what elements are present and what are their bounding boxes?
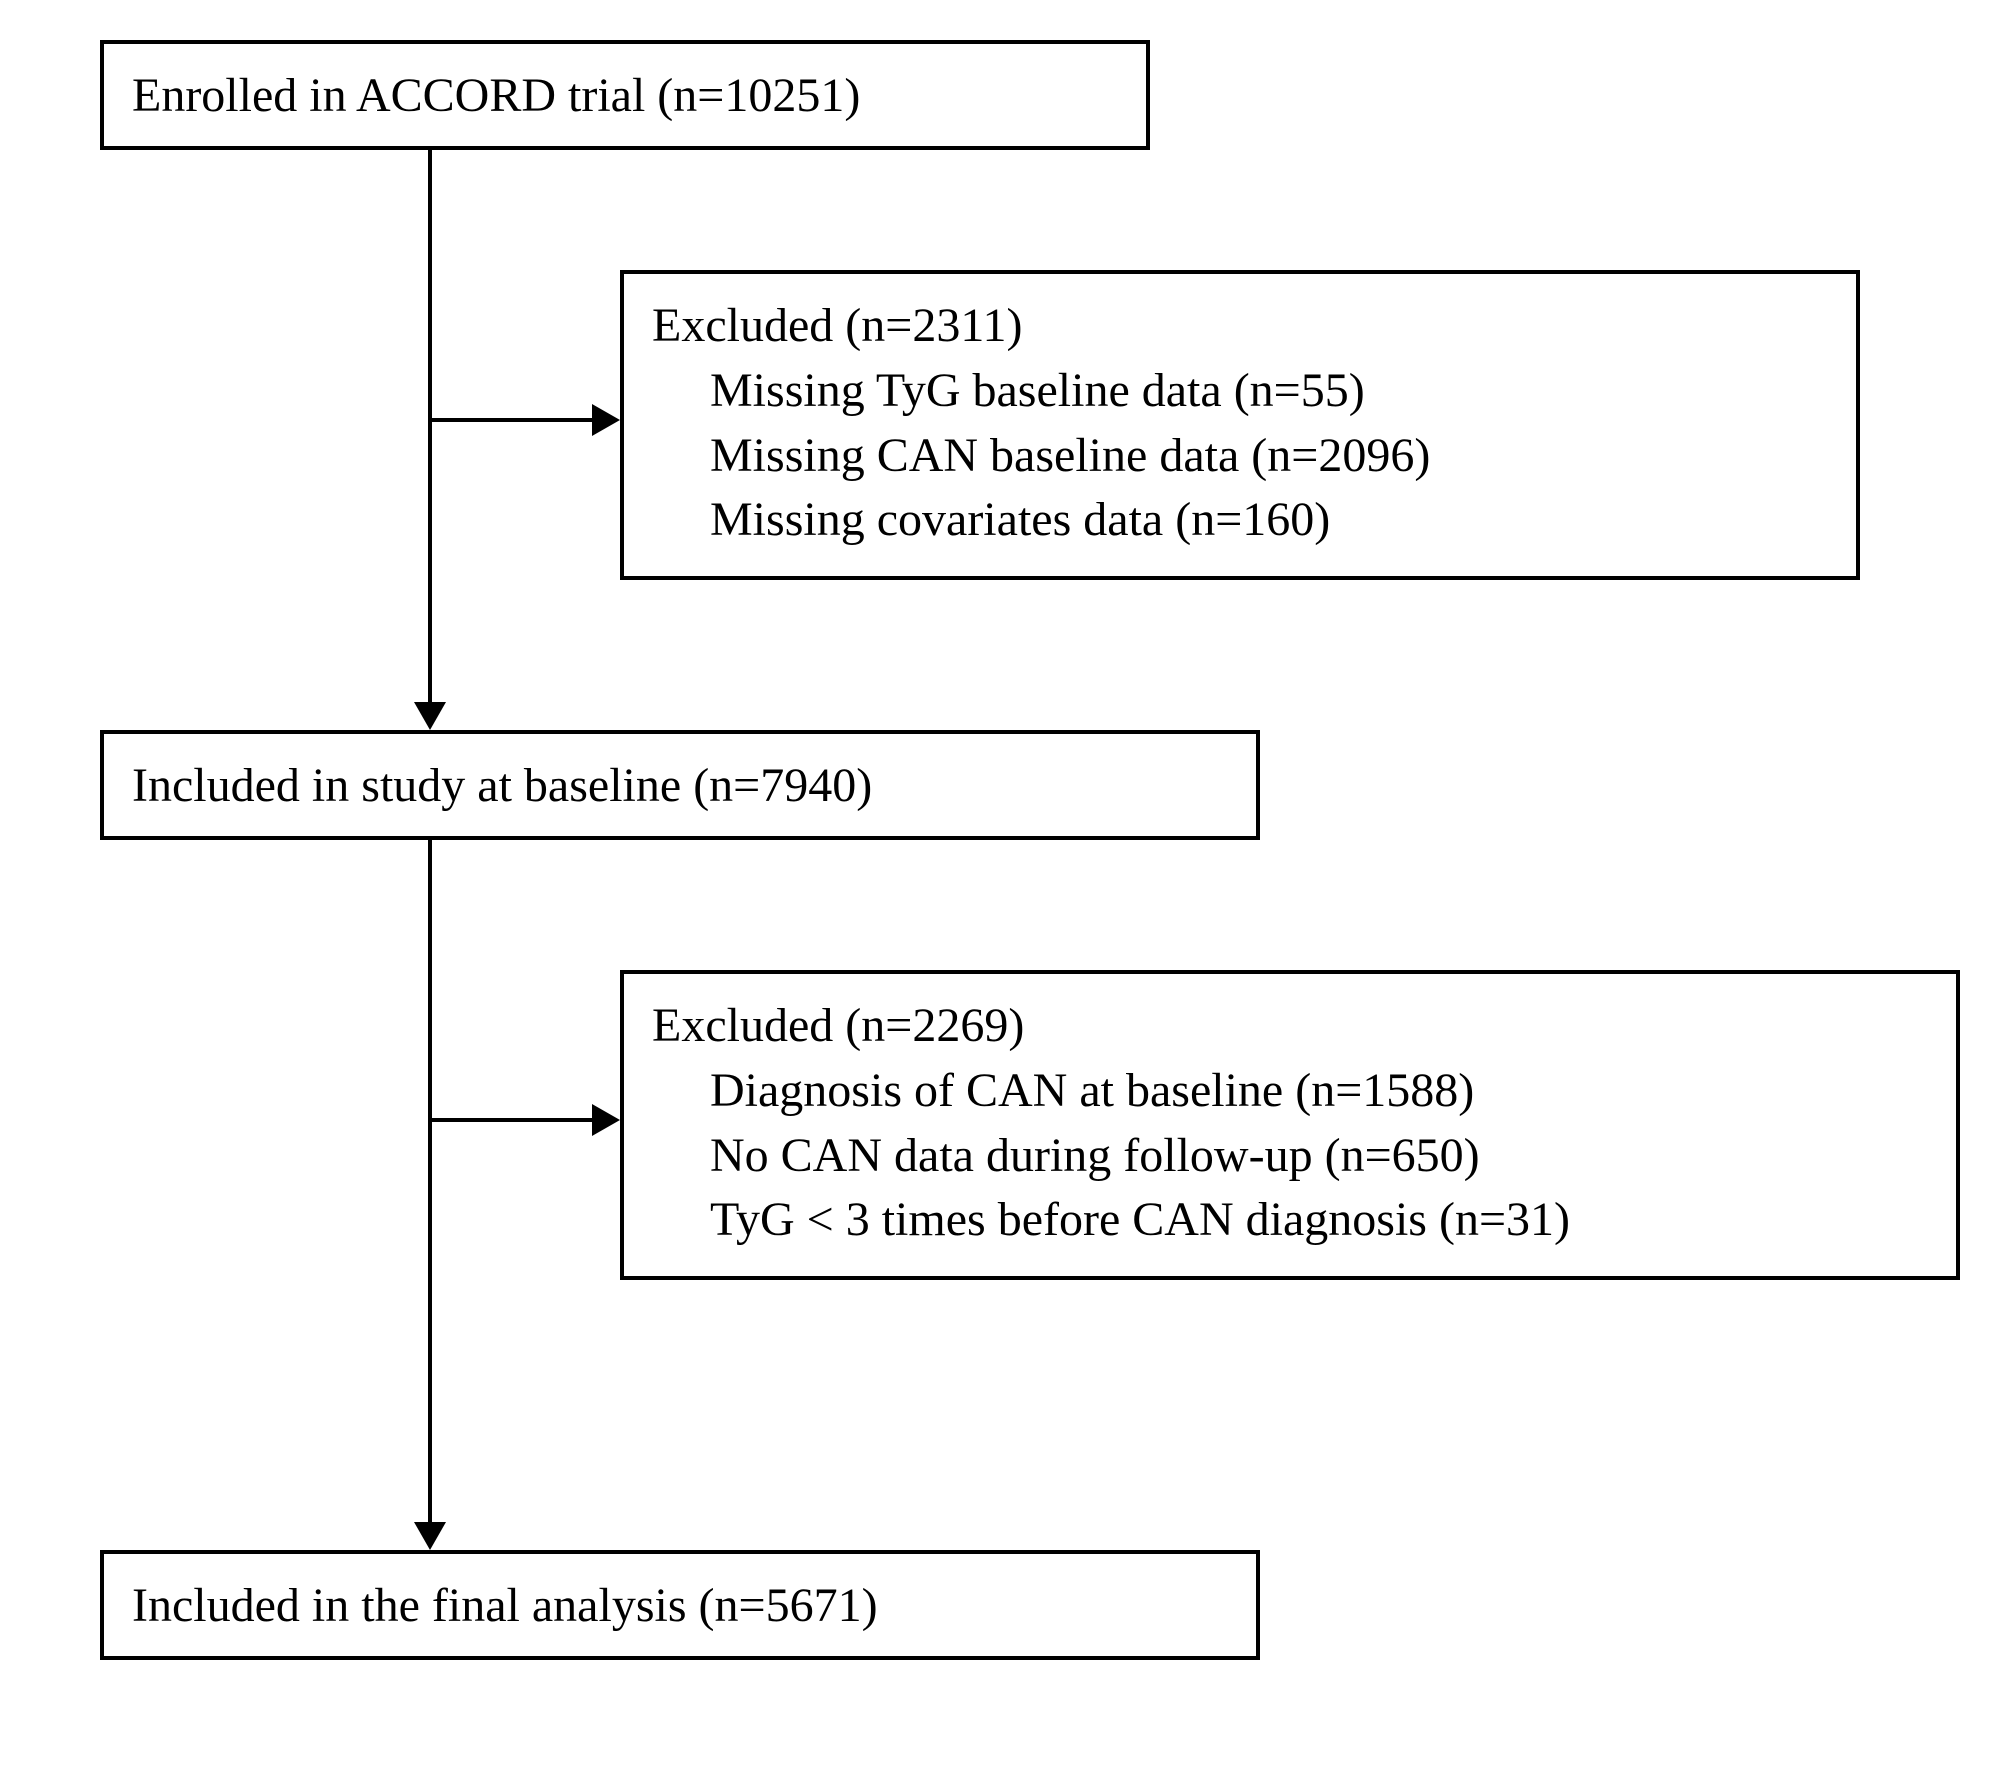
node-excluded-2: Excluded (n=2269) Diagnosis of CAN at ba… xyxy=(620,970,1960,1280)
node-included-final-text: Included in the final analysis (n=5671) xyxy=(132,1579,878,1632)
edge-baseline-to-final xyxy=(0,0,2008,1775)
excluded-2-item: No CAN data during follow-up (n=650) xyxy=(652,1124,1928,1189)
excluded-2-item: TyG < 3 times before CAN diagnosis (n=31… xyxy=(652,1188,1928,1253)
excluded-2-item: Diagnosis of CAN at baseline (n=1588) xyxy=(652,1059,1928,1124)
excluded-2-title: Excluded (n=2269) xyxy=(652,994,1928,1059)
node-included-final: Included in the final analysis (n=5671) xyxy=(100,1550,1260,1660)
